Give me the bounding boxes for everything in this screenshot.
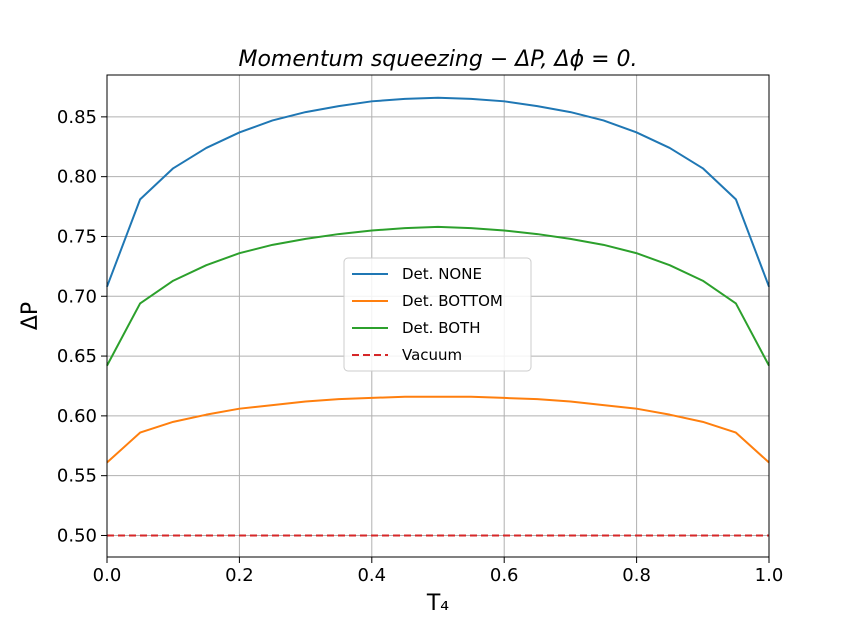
x-axis-label: T₄ [426, 591, 449, 616]
chart-title: Momentum squeezing − ΔP, Δϕ = 0. [238, 47, 637, 72]
legend-label: Vacuum [402, 346, 462, 364]
y-axis-ticks: 0.50 0.55 0.60 0.65 0.70 0.75 0.80 0.85 [57, 107, 107, 546]
x-tick-label: 0.8 [622, 565, 651, 586]
x-tick-label: 0.2 [225, 565, 254, 586]
series-line-3 [106, 225, 770, 367]
x-tick-label: 0.4 [357, 565, 386, 586]
x-axis-ticks: 0.0 0.2 0.4 0.6 0.8 1.0 [93, 557, 784, 586]
x-tick-label: 1.0 [755, 565, 784, 586]
x-tick-label: 0.0 [93, 565, 122, 586]
legend: Det. NONE Det. BOTTOM Det. BOTH Vacuum [343, 257, 532, 372]
y-axis-label: ΔP [18, 302, 43, 330]
y-tick-label: 0.65 [57, 346, 97, 367]
legend-label: Det. BOTH [402, 319, 480, 337]
series-line-2 [106, 395, 770, 464]
legend-label: Det. BOTTOM [402, 292, 503, 310]
y-tick-label: 0.75 [57, 226, 97, 247]
y-tick-label: 0.60 [57, 406, 97, 427]
legend-box [343, 257, 532, 372]
series-lines [106, 96, 770, 537]
series-line-1 [106, 96, 770, 288]
y-tick-label: 0.80 [57, 167, 97, 188]
plot-frame [106, 74, 770, 558]
legend-label: Det. NONE [402, 265, 482, 283]
y-tick-label: 0.50 [57, 525, 97, 546]
y-tick-label: 0.70 [57, 286, 97, 307]
x-tick-label: 0.6 [490, 565, 519, 586]
y-tick-label: 0.55 [57, 466, 97, 487]
y-tick-label: 0.85 [57, 107, 97, 128]
